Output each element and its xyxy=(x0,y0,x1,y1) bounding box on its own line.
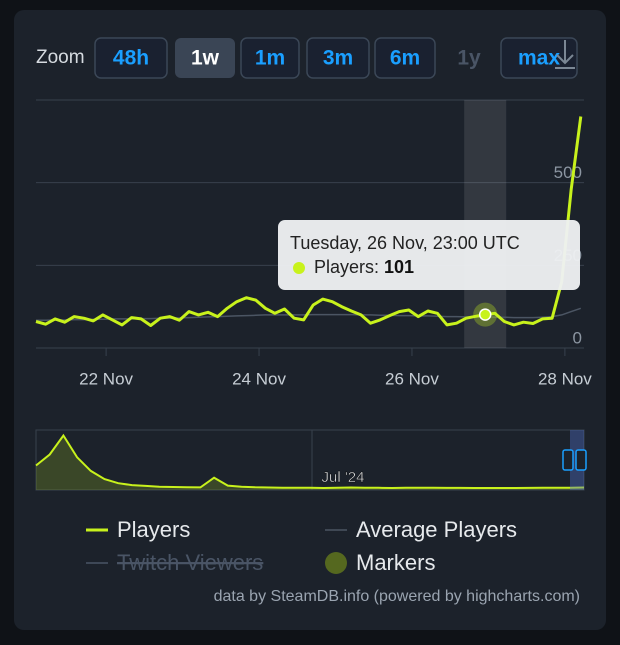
navigator-label: Jul '24 xyxy=(322,469,365,486)
hover-point xyxy=(478,308,492,321)
x-tick-label: 24 Nov xyxy=(232,369,286,388)
legend-item[interactable]: Average Players xyxy=(325,517,517,542)
legend-label: Markers xyxy=(356,550,435,575)
zoom-button[interactable]: 1m xyxy=(240,37,300,79)
legend-label: Twitch Viewers xyxy=(117,550,263,575)
zoom-button[interactable]: 1w xyxy=(175,38,235,78)
tooltip-value: 101 xyxy=(384,257,414,277)
zoom-button-bg xyxy=(306,37,370,79)
y-tick-label: 0 xyxy=(573,328,582,347)
zoom-button[interactable]: 3m xyxy=(306,37,370,79)
zoom-button-bg xyxy=(240,37,300,79)
zoom-button[interactable]: 48h xyxy=(94,37,168,79)
zoom-button-label: max xyxy=(518,47,560,70)
zoom-button-bg xyxy=(94,37,168,79)
navigator-handle[interactable] xyxy=(575,449,587,471)
legend-item[interactable]: Twitch Viewers xyxy=(86,550,263,575)
legend-item[interactable]: Players xyxy=(86,517,190,542)
credits: data by SteamDB.info (powered by highcha… xyxy=(214,588,580,605)
zoom-button-label: 48h xyxy=(113,47,149,70)
zoom-button-bg xyxy=(175,38,235,78)
legend-symbol xyxy=(325,552,347,574)
legend-label: Players xyxy=(117,517,190,542)
zoom-button-label: 3m xyxy=(323,47,353,70)
zoom-button-label: 1m xyxy=(255,47,285,70)
y-tick-label: 500 xyxy=(554,163,582,182)
tooltip-label: Players: xyxy=(314,257,379,277)
navigator-handle[interactable] xyxy=(562,449,574,471)
export-icon xyxy=(555,40,575,69)
legend-item[interactable]: Markers xyxy=(325,550,435,575)
legend-label: Average Players xyxy=(356,517,517,542)
tooltip-box xyxy=(278,220,580,290)
zoom-button-label: 1y xyxy=(457,47,481,70)
zoom-button-bg xyxy=(374,37,436,79)
navigator-area xyxy=(36,435,584,490)
zoom-button[interactable]: 6m xyxy=(374,37,436,79)
zoom-label: Zoom xyxy=(36,47,85,68)
tooltip-marker xyxy=(293,262,305,274)
zoom-button-label: 1w xyxy=(191,47,220,70)
tooltip-title: Tuesday, 26 Nov, 23:00 UTC xyxy=(290,233,520,253)
x-tick-label: 22 Nov xyxy=(79,369,133,388)
navigator-line xyxy=(35,433,585,490)
zoom-button: 1y xyxy=(457,47,481,70)
zoom-button-label: 6m xyxy=(390,47,420,70)
x-tick-label: 26 Nov xyxy=(385,369,439,388)
x-tick-label: 28 Nov xyxy=(538,369,592,388)
card xyxy=(14,10,606,630)
